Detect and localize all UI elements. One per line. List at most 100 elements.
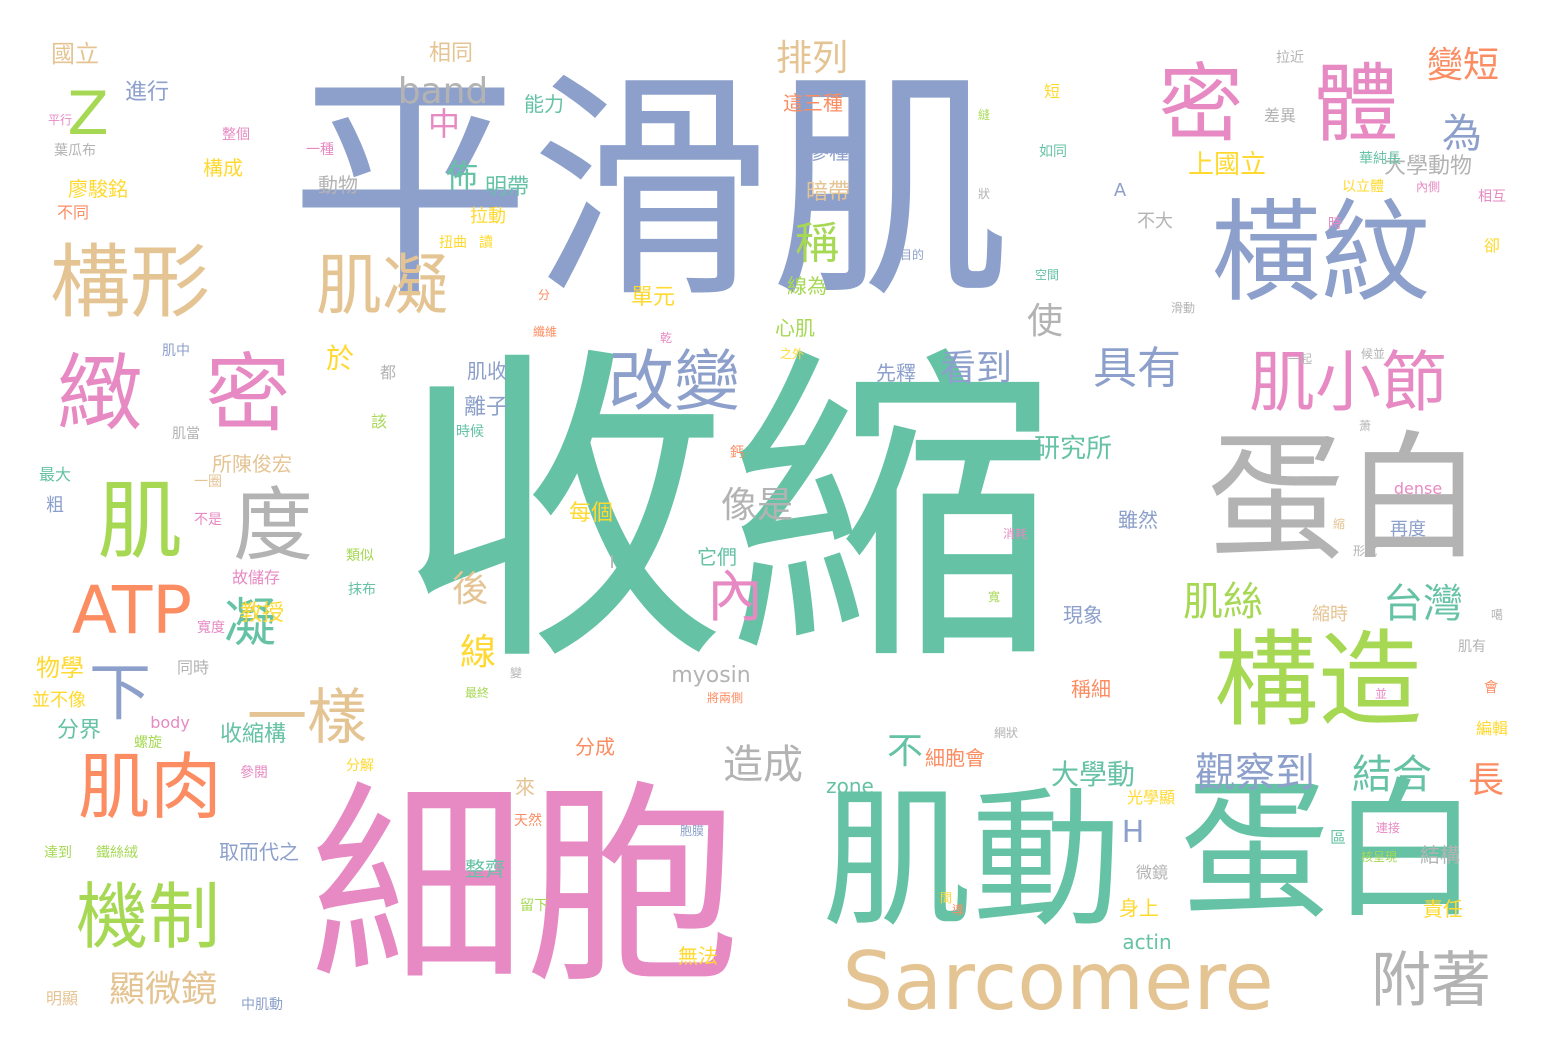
word-cloud-word: 為 — [1442, 111, 1482, 157]
word-cloud-word: 體 — [1313, 55, 1399, 155]
word-cloud-word: 進行 — [124, 80, 170, 105]
word-cloud-word: 度 — [233, 479, 313, 572]
word-cloud-word: 候並 — [1360, 347, 1386, 361]
word-cloud-word: 單元 — [630, 285, 676, 310]
word-cloud-word: I — [609, 552, 615, 573]
word-cloud-word: 責任 — [1423, 897, 1463, 921]
word-cloud-word: 讀 — [479, 235, 493, 251]
word-cloud-word: band — [397, 71, 489, 112]
word-cloud-word: actin — [1122, 930, 1172, 954]
word-cloud-word: body — [150, 713, 190, 732]
word-cloud-word: 它們 — [697, 545, 737, 569]
word-cloud-word: 導 — [951, 903, 965, 917]
word-cloud-word: 密 — [205, 345, 291, 445]
word-cloud-word: 收縮構 — [219, 722, 287, 747]
word-cloud-word: H — [1121, 815, 1145, 850]
word-cloud-word: 結構 — [1420, 843, 1460, 867]
word-cloud-word: 整齊 — [465, 857, 505, 881]
word-cloud-word: 並 — [1374, 687, 1388, 701]
word-cloud-word: 細胞 — [310, 761, 740, 1013]
word-cloud-word: 留下 — [520, 898, 548, 914]
word-cloud-word: 不同 — [56, 203, 90, 222]
word-cloud-word: 同時 — [176, 658, 210, 677]
word-cloud-word: 一種 — [306, 142, 334, 158]
word-cloud-word: 明帶 — [484, 175, 530, 200]
word-cloud-word: 觀察到 — [1195, 750, 1315, 796]
word-cloud-word: 以立體 — [1342, 179, 1384, 195]
word-cloud-word: 再度 — [1390, 519, 1426, 540]
word-cloud-word: 肌小節 — [1249, 344, 1447, 421]
word-cloud-word: 於 — [325, 342, 355, 375]
word-cloud-word: 一圈 — [194, 474, 222, 490]
word-cloud-word: 分解 — [346, 758, 374, 774]
word-cloud-word: 纖維 — [532, 325, 558, 339]
word-cloud-word: 時候 — [456, 424, 484, 440]
word-cloud-word: 如同 — [1039, 144, 1067, 160]
word-cloud-word: 會 — [1484, 680, 1498, 696]
word-cloud-word: 核呈現 — [1360, 850, 1398, 864]
word-cloud-word: 肌肉 — [77, 745, 223, 829]
word-cloud-word: 凝 — [223, 594, 277, 654]
word-cloud-word: 物學 — [36, 654, 84, 682]
word-cloud-word: 肌凝 — [316, 247, 448, 324]
word-cloud-word: 差異 — [1263, 106, 1297, 125]
word-cloud-word: 長 — [1467, 760, 1505, 801]
word-cloud-word: 後 — [451, 569, 489, 610]
word-cloud-word: 大學動 — [1050, 758, 1136, 791]
word-cloud-word: 天然 — [514, 813, 542, 829]
word-cloud-word: 乾 — [659, 331, 673, 345]
word-cloud-word: 動物 — [318, 173, 358, 197]
word-cloud-word: 縮時 — [1312, 604, 1348, 625]
word-cloud-word: 不是 — [194, 512, 222, 528]
word-cloud-word: 所陳俊宏 — [212, 452, 292, 476]
word-cloud-word: 分成 — [575, 735, 615, 759]
word-cloud-word: 拉近 — [1276, 50, 1304, 66]
word-cloud-word: 卻 — [1483, 236, 1501, 255]
word-cloud-word: 上國立 — [1187, 150, 1267, 180]
word-cloud-word: 肌動 — [821, 774, 1123, 948]
word-cloud-word: Z — [67, 79, 109, 149]
word-cloud-word: 華純長 — [1359, 151, 1401, 167]
word-cloud-word: 教授 — [239, 601, 285, 626]
word-cloud-word: 像是 — [720, 485, 794, 526]
word-cloud-word: 寬度 — [197, 620, 225, 636]
word-cloud-word: 暗帶 — [805, 180, 851, 205]
word-cloud-word: 類似 — [346, 548, 374, 564]
word-cloud-word: 緻 — [57, 345, 143, 445]
word-cloud-word: 細胞會 — [925, 746, 985, 770]
word-cloud-word: 微鏡 — [1135, 863, 1169, 882]
word-cloud-word: zone — [826, 774, 874, 798]
word-cloud-word: 構造 — [1213, 619, 1423, 741]
word-cloud-word: 取而代之 — [219, 840, 299, 864]
word-cloud-word: 一起 — [1287, 352, 1313, 366]
word-cloud-word: 光學顯 — [1126, 788, 1176, 807]
word-cloud-word: 連接 — [1375, 821, 1401, 835]
word-cloud-word: 並不像 — [32, 690, 86, 711]
word-cloud-word: 使 — [1026, 301, 1064, 342]
word-cloud-word: 稱 — [795, 218, 839, 269]
word-cloud-word: 中肌動 — [241, 997, 283, 1013]
word-cloud-word: 參種 — [809, 140, 849, 164]
word-cloud-word: A — [1113, 180, 1127, 201]
word-cloud-word: 之外 — [779, 347, 805, 361]
word-cloud-word: 中 — [427, 105, 461, 143]
word-cloud-word: 機制 — [75, 875, 221, 959]
word-cloud-word: 稱細 — [1071, 677, 1111, 701]
word-cloud-word: 橫紋 — [1211, 189, 1431, 317]
word-cloud-word: 附著 — [1371, 946, 1491, 1016]
word-cloud-word: 整個 — [222, 127, 250, 143]
word-cloud-word: 排列 — [775, 38, 849, 79]
word-cloud-word: 噶 — [1490, 608, 1504, 622]
word-cloud-word: 目的 — [899, 248, 925, 262]
word-cloud-word: 縫 — [977, 108, 991, 122]
word-cloud-word: 故儲存 — [231, 568, 281, 587]
word-cloud-word: 雖然 — [1118, 508, 1158, 532]
word-cloud-word: 鐵絲絨 — [96, 845, 138, 861]
word-cloud-word: 萧 — [1358, 419, 1372, 433]
word-cloud-word: 時 — [1328, 216, 1342, 232]
word-cloud-word: 密 — [1158, 55, 1244, 155]
word-cloud-word: 來 — [515, 775, 535, 799]
word-cloud-word: 平行 — [47, 113, 73, 127]
word-cloud-word: 肌有 — [1458, 639, 1486, 655]
word-cloud-word: 大學動物 — [1383, 154, 1473, 179]
